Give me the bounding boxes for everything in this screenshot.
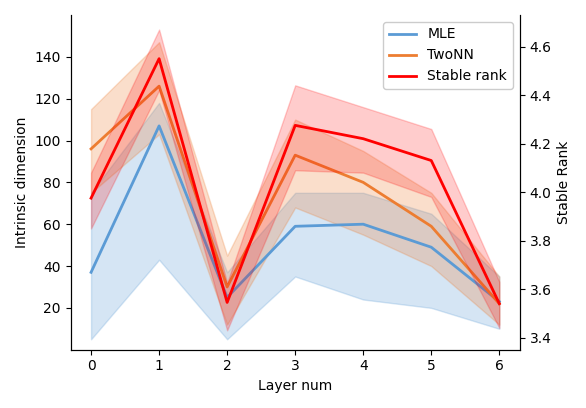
- Line: Stable rank: Stable rank: [91, 59, 499, 304]
- TwoNN: [292, 153, 299, 157]
- MLE: [292, 224, 299, 229]
- X-axis label: Layer num: Layer num: [258, 379, 332, 393]
- MLE: [360, 222, 367, 227]
- Legend: MLE, TwoNN, Stable rank: MLE, TwoNN, Stable rank: [383, 22, 513, 89]
- TwoNN: [360, 180, 367, 185]
- MLE: [87, 270, 94, 275]
- TwoNN: [87, 146, 94, 151]
- MLE: [224, 295, 231, 300]
- MLE: [156, 124, 163, 129]
- Stable rank: [428, 158, 435, 163]
- Stable rank: [360, 136, 367, 141]
- Stable rank: [87, 196, 94, 201]
- Stable rank: [224, 300, 231, 305]
- Stable rank: [156, 56, 163, 61]
- TwoNN: [156, 84, 163, 89]
- Line: MLE: MLE: [91, 126, 499, 302]
- MLE: [496, 299, 503, 304]
- Stable rank: [292, 123, 299, 128]
- Line: TwoNN: TwoNN: [91, 86, 499, 304]
- Stable rank: [496, 301, 503, 306]
- Y-axis label: Stable Rank: Stable Rank: [557, 141, 571, 224]
- TwoNN: [224, 284, 231, 289]
- TwoNN: [428, 224, 435, 229]
- MLE: [428, 245, 435, 250]
- TwoNN: [496, 301, 503, 306]
- Y-axis label: Intrinsic dimension: Intrinsic dimension: [15, 117, 29, 248]
